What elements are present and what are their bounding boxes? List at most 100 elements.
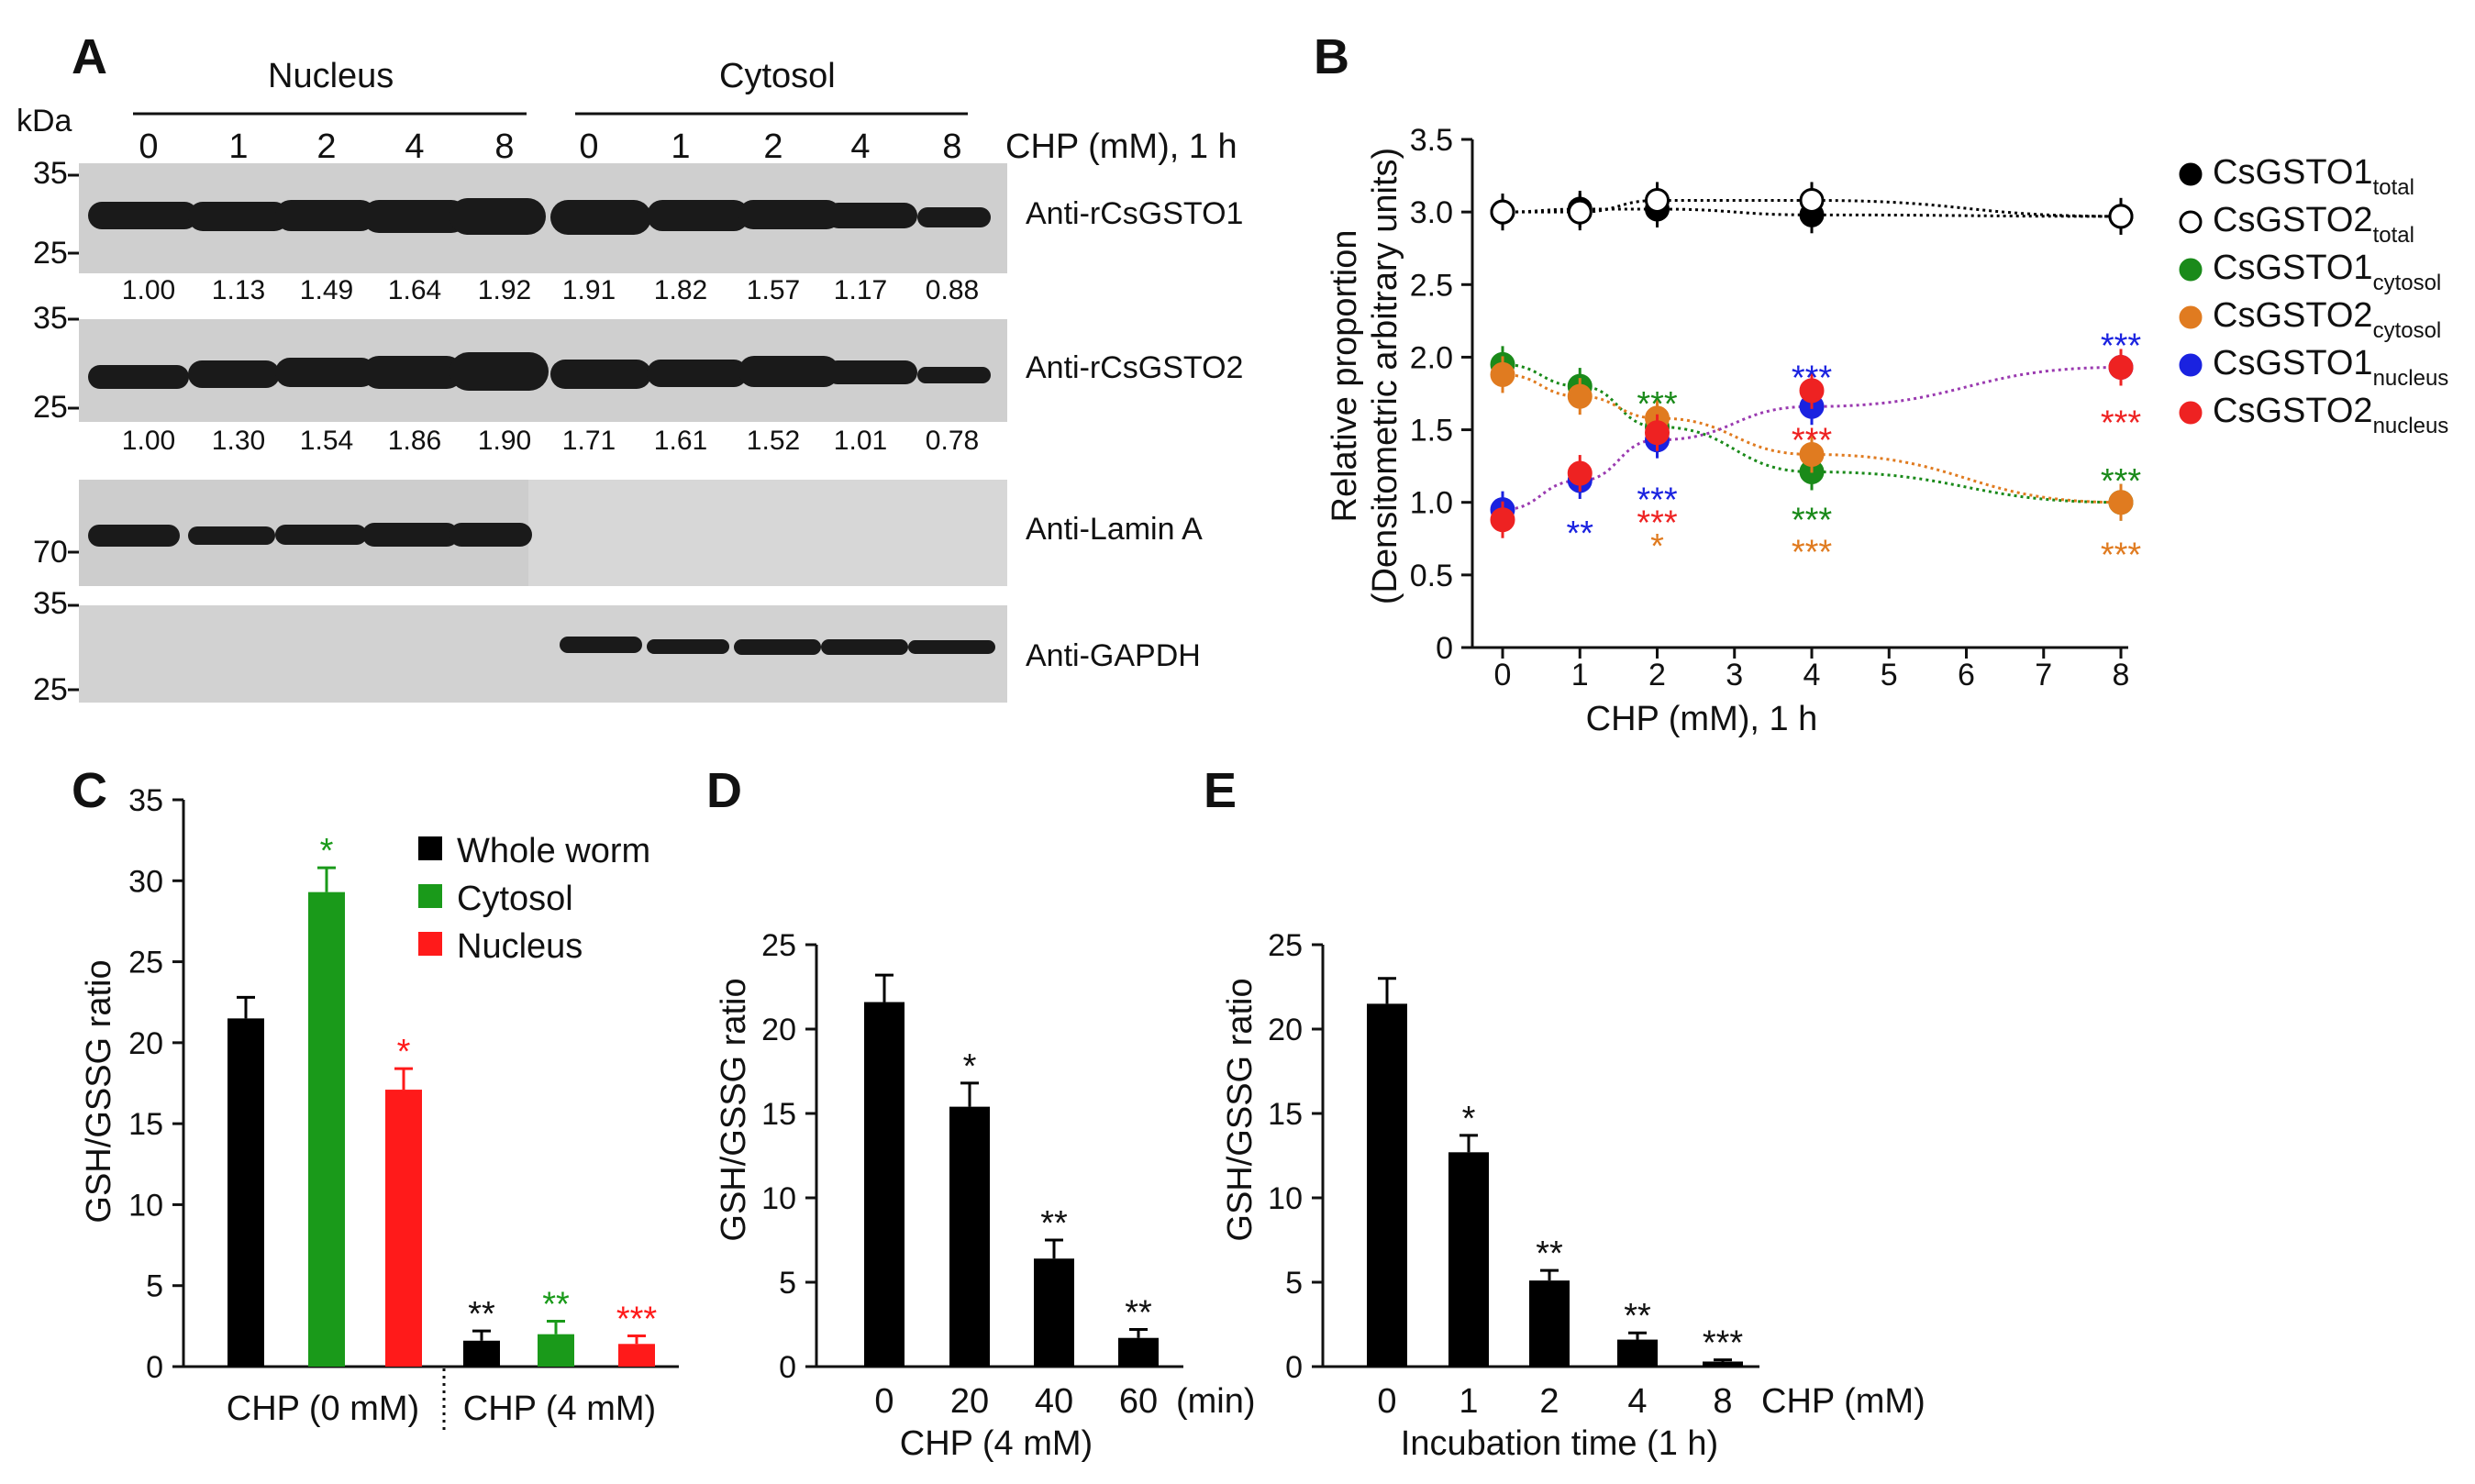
blot-band [560,637,642,653]
b-sig-marker: *** [1792,533,1833,571]
panel-b-letter: B [1314,29,1349,84]
b-legend-label: CsGSTO1cytosol [2213,249,2441,295]
e-x-tick-label: 1 [1459,1382,1478,1421]
b-point [1799,187,1825,213]
b-legend-label: CsGSTO1nucleus [2213,344,2448,391]
panel-e-letter: E [1204,763,1237,818]
densitometry-values-gsto2: 1.00 1.30 1.54 1.86 1.90 1.71 1.61 1.52 1.01 0.78 [122,426,979,456]
b-sig-marker: *** [2101,537,2142,575]
c-group-label: CHP (0 mM) [227,1390,419,1428]
densitometry-value: 1.00 [122,426,175,456]
e-x-tick-label: 4 [1627,1382,1647,1421]
blot-band [449,198,546,235]
densitometry-value: 1.49 [300,275,353,305]
e-bar [1703,1361,1743,1367]
blot-band [88,525,180,547]
densitometry-value: 1.52 [747,426,800,456]
d-x-tick-label: 20 [950,1382,989,1421]
densitometry-value: 1.92 [478,275,531,305]
b-point [1645,420,1670,446]
b-sig-marker: *** [1792,502,1833,540]
e-bar [1367,1003,1407,1367]
b-point [1490,361,1515,387]
panel-e: E 0 5 10 15 20 25 0 * 1 ** 2 ** 4 *** 8 CHP (mM) GSH/GS… [1204,763,1926,1463]
blot-band [88,365,189,389]
b-legend-subscript: total [2373,223,2414,248]
blot-band [275,200,376,231]
panel-a: A Nucleus Cytosol kDa 0 1 2 4 8 0 1 2 4 8 CHP (mM… [17,29,1243,707]
e-xlabel: Incubation time (1 h) [1401,1424,1718,1463]
b-fit-curve [1502,372,2122,504]
b-significance: ************************************ [1566,327,2141,575]
cytosol-label: Cytosol [719,57,836,95]
d-sig-marker: * [963,1047,977,1086]
panel-a-letter: A [72,29,107,84]
d-y-tick-label: 0 [779,1350,796,1385]
b-legend-subscript: nucleus [2373,366,2449,391]
b-legend-label: CsGSTO2total [2213,201,2414,248]
bands-gapdh [560,637,995,655]
b-sig-marker: *** [1637,481,1678,519]
b-x-tick-label: 5 [1881,658,1898,692]
b-y-tick-label: 3.0 [1410,195,1453,230]
b-sig-marker: ** [1566,515,1593,553]
nucleus-label: Nucleus [268,57,394,95]
d-sig-marker: ** [1125,1294,1152,1333]
c-legend-label: Nucleus [457,927,583,966]
densitometry-value: 1.91 [562,275,616,305]
d-x-tick-label: 60 [1119,1382,1158,1421]
densitometry-value: 1.90 [478,426,531,456]
c-y-tick-label: 15 [128,1107,163,1142]
b-y-tick-label: 3.5 [1410,123,1453,158]
c-group-label: CHP (4 mM) [463,1390,656,1428]
c-y-tick-label: 20 [128,1026,163,1061]
marker-gapdh-25: 25 [33,672,68,707]
b-x-tick-label: 6 [1958,658,1975,692]
e-y-tick-label: 0 [1285,1350,1303,1385]
b-legend-marker [2179,162,2203,186]
d-bar [864,1002,905,1367]
blot-band [275,525,367,545]
c-sig-marker: * [320,832,334,870]
densitometry-value: 0.88 [926,275,979,305]
blot-band [647,639,729,654]
d-x-tick-label: 0 [874,1382,893,1421]
densitometry-value: 1.01 [834,426,887,456]
c-legend-label: Cytosol [457,880,573,918]
b-legend-subscript: cytosol [2373,271,2442,295]
d-unit-label: (min) [1176,1382,1256,1421]
b-legend-marker [2179,258,2203,282]
blot-band [188,202,289,231]
blot-band [734,639,821,655]
blot-band [449,523,532,547]
d-bar [1034,1258,1074,1367]
marker-gsto1-35: 35 [33,156,68,191]
lane-label: 4 [850,127,870,166]
b-sig-marker: *** [1792,359,1833,397]
blot-band [88,202,198,229]
c-sig-marker: ** [468,1295,495,1334]
blot-band [917,367,991,383]
c-legend-label: Whole worm [457,832,650,870]
c-y-tick-label: 5 [146,1269,163,1304]
b-y-tick-label: 1.0 [1410,486,1453,521]
b-legend-subscript: cytosol [2373,318,2442,343]
d-y-tick-label: 15 [761,1097,796,1132]
panel-d: D 0 5 10 15 20 25 0 * 20 ** 40 ** 60 (min) GSH/GSSG r… [706,763,1256,1463]
b-legend-label: CsGSTO2cytosol [2213,296,2441,343]
e-bar [1529,1280,1570,1367]
b-point [2108,490,2134,515]
densitometry-value: 1.71 [562,426,616,456]
b-sig-marker: * [1650,527,1664,566]
c-sig-marker: * [397,1033,411,1071]
d-x-tick-label: 40 [1035,1382,1073,1421]
d-bar [1118,1337,1159,1367]
densitometry-value: 1.57 [747,275,800,305]
b-x-tick-label: 8 [2113,658,2130,692]
blot-label-gapdh: Anti-GAPDH [1026,638,1201,673]
b-x-tick-label: 4 [1804,658,1821,692]
b-legend-marker [2179,305,2203,329]
e-sig-marker: * [1462,1100,1476,1138]
